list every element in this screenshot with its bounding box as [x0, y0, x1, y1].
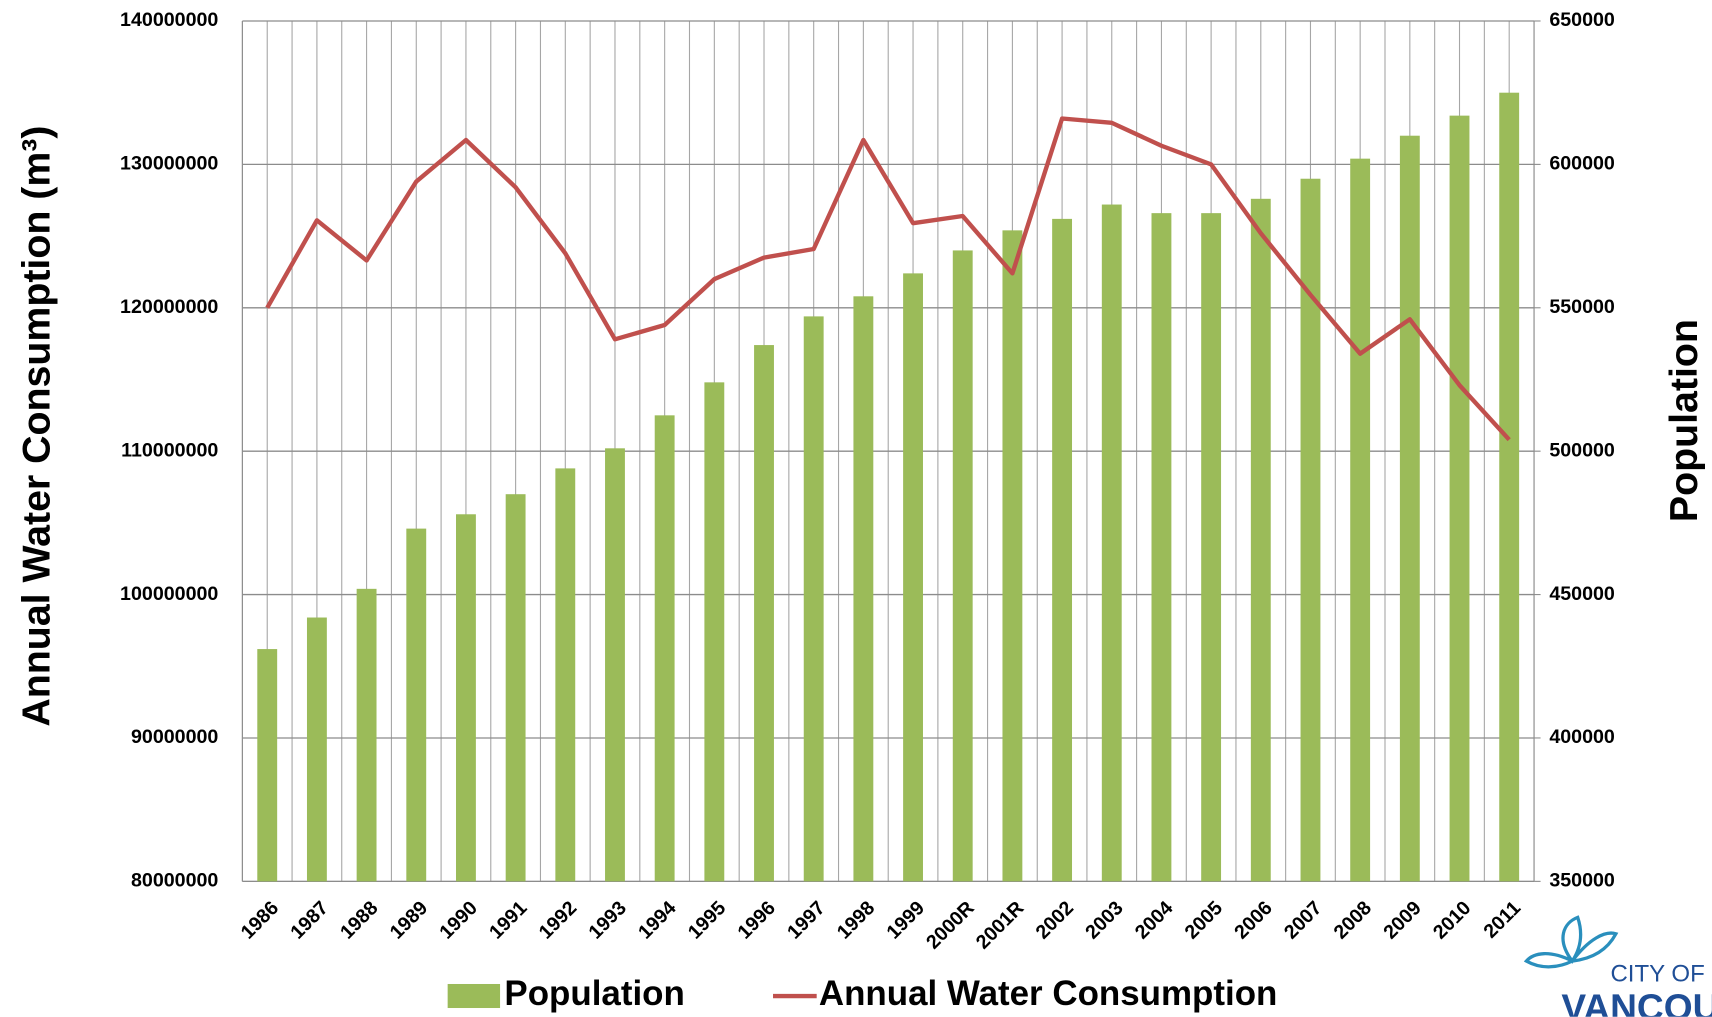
logo-text: VANCOUVER — [1561, 986, 1712, 1017]
x-tick-label: 2007 — [1280, 897, 1327, 944]
x-tick-label: 2000R — [922, 897, 978, 953]
x-tick-label: 2003 — [1081, 897, 1128, 944]
bar — [1201, 213, 1222, 882]
bar — [1101, 204, 1122, 882]
x-tick-label: 1990 — [435, 897, 482, 944]
legend-label: Annual Water Consumption — [819, 974, 1278, 1013]
x-tick-label: 1992 — [535, 897, 582, 944]
x-tick-label: 2004 — [1131, 897, 1178, 944]
bar — [1399, 135, 1420, 882]
y-tick-label: 140000000 — [120, 9, 218, 31]
bar — [605, 448, 625, 882]
x-tick-label: 2006 — [1230, 897, 1277, 944]
logo-text: CITY OF — [1610, 961, 1704, 988]
bar — [1250, 198, 1271, 882]
bar — [1002, 230, 1023, 882]
bar — [306, 617, 327, 882]
x-tick-label: 2011 — [1479, 897, 1525, 943]
bar — [505, 494, 526, 882]
bar — [1449, 115, 1470, 882]
y-tick-label: 110000000 — [121, 439, 218, 461]
x-tick-label: 1989 — [386, 897, 433, 944]
y2-tick-label: 600000 — [1549, 153, 1615, 175]
bar — [952, 250, 973, 882]
y2-tick-label: 450000 — [1549, 583, 1615, 605]
y2-tick-label: 350000 — [1549, 870, 1615, 892]
y2-tick-label: 400000 — [1549, 726, 1615, 748]
bar — [754, 345, 774, 882]
x-tick-label: 2005 — [1181, 897, 1228, 944]
x-tick-label: 1999 — [883, 897, 930, 944]
bar — [853, 296, 874, 882]
bar — [257, 649, 278, 882]
x-tick-label: 2001R — [972, 897, 1028, 953]
y2-axis-title: Population — [1662, 319, 1706, 522]
x-tick-label: 1987 — [286, 897, 333, 944]
bar — [456, 514, 476, 882]
bar — [1350, 158, 1371, 882]
y-axis-title: Annual Water Consumption (m³) — [15, 126, 59, 727]
legend-swatch — [447, 983, 501, 1009]
y2-tick-label: 650000 — [1549, 9, 1615, 31]
x-tick-label: 1996 — [733, 897, 780, 944]
y-tick-label: 100000000 — [120, 583, 218, 605]
y-tick-label: 130000000 — [120, 153, 218, 175]
bar — [654, 415, 675, 882]
x-tick-label: 1998 — [833, 897, 880, 944]
logo: CITY OF VANCOUVER — [1523, 915, 1712, 1017]
line — [265, 116, 1511, 442]
bar — [356, 588, 377, 882]
bar — [1151, 213, 1172, 882]
bar — [406, 528, 427, 882]
x-tick-label: 1986 — [237, 897, 284, 944]
bar — [903, 273, 923, 882]
x-tick-label: 1991 — [485, 897, 532, 944]
x-tick-label: 2008 — [1330, 897, 1377, 944]
bar — [803, 316, 824, 882]
x-tick-label: 1988 — [336, 897, 383, 944]
x-tick-label: 1995 — [684, 897, 731, 944]
bar — [1300, 178, 1321, 882]
bar — [704, 382, 725, 882]
x-tick-label: 2009 — [1379, 897, 1426, 944]
bar — [1499, 92, 1520, 882]
x-tick-label: 2010 — [1429, 897, 1476, 944]
y-tick-label: 120000000 — [120, 296, 218, 318]
x-tick-label: 1993 — [584, 897, 631, 944]
x-tick-label: 1994 — [634, 897, 681, 944]
legend-label: Population — [504, 974, 684, 1013]
bar — [1052, 218, 1073, 882]
logo-mark — [1523, 915, 1619, 969]
y2-tick-label: 500000 — [1549, 439, 1615, 461]
x-tick-label: 2002 — [1032, 897, 1079, 944]
y-tick-label: 80000000 — [131, 870, 218, 892]
y2-tick-label: 550000 — [1549, 296, 1615, 318]
x-tick-label: 1997 — [783, 897, 830, 944]
y-tick-label: 90000000 — [131, 726, 218, 748]
bar — [555, 468, 576, 882]
